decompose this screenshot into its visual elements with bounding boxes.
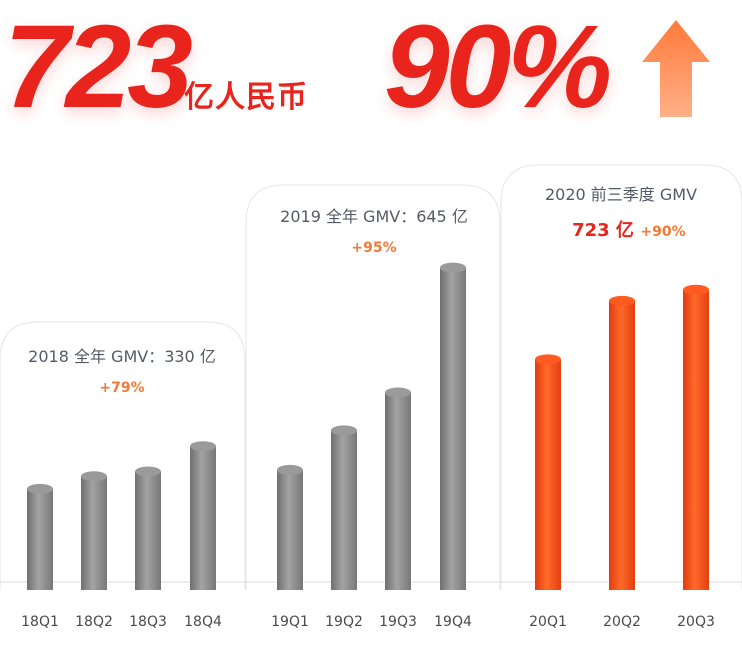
bar-cap <box>535 354 561 365</box>
bar-body <box>81 476 107 590</box>
bar <box>27 483 53 590</box>
bar-cap <box>81 471 107 482</box>
bar-cap <box>385 387 411 398</box>
bar-body <box>331 430 357 590</box>
bar-body <box>535 359 561 590</box>
tick-label: 18Q4 <box>184 614 222 630</box>
arrow-up-icon <box>642 20 710 117</box>
tick-label: 19Q1 <box>271 614 309 630</box>
bar <box>331 425 357 590</box>
labels: 2018 全年 GMV：330 亿 +79% 18Q1 18Q2 18Q3 18Q4 201… <box>21 185 715 630</box>
bar-cap <box>27 483 53 494</box>
panel-background <box>245 184 501 590</box>
bar <box>135 466 161 590</box>
bar-body <box>190 446 216 590</box>
headline-growth: 90% <box>384 1 612 133</box>
bar <box>609 295 635 590</box>
panel-title: 2020 前三季度 GMV <box>545 185 697 204</box>
tick-label: 19Q4 <box>434 614 472 630</box>
tick-label: 20Q3 <box>677 614 715 630</box>
bar <box>440 262 466 590</box>
tick-label: 18Q3 <box>129 614 167 630</box>
tick-label: 18Q2 <box>75 614 113 630</box>
panel-growth: +90% <box>640 224 685 240</box>
panel-growth: +79% <box>99 380 144 396</box>
panel-value: 723 亿 <box>572 219 634 241</box>
bar-body <box>683 289 709 590</box>
bar <box>535 354 561 590</box>
tick-label: 20Q2 <box>603 614 641 630</box>
panels <box>0 164 742 590</box>
bar-body <box>385 392 411 590</box>
bar-cap <box>135 466 161 477</box>
bar <box>683 284 709 590</box>
bar-body <box>440 267 466 590</box>
headline-unit: 亿人民币 <box>184 80 308 115</box>
bar-cap <box>277 464 303 475</box>
bar-cap <box>331 425 357 436</box>
bar-cap <box>683 284 709 295</box>
panel-growth: +95% <box>351 240 396 256</box>
tick-label: 19Q3 <box>379 614 417 630</box>
tick-label: 20Q1 <box>529 614 567 630</box>
panel-title: 2019 全年 GMV：645 亿 <box>280 207 468 226</box>
bar <box>81 471 107 590</box>
bar <box>385 387 411 590</box>
panel-background <box>0 321 246 590</box>
tick-label: 18Q1 <box>21 614 59 630</box>
bar-body <box>135 471 161 590</box>
bar-body <box>27 488 53 590</box>
tick-label: 19Q2 <box>325 614 363 630</box>
bar-body <box>609 300 635 590</box>
headline-value: 723 <box>4 1 193 133</box>
bar-cap <box>609 295 635 306</box>
bar-cap <box>190 441 216 452</box>
bars <box>27 262 709 590</box>
panel-title: 2018 全年 GMV：330 亿 <box>28 347 216 366</box>
bar-cap <box>440 262 466 273</box>
bar <box>190 441 216 590</box>
bar-body <box>277 469 303 590</box>
bar <box>277 464 303 590</box>
